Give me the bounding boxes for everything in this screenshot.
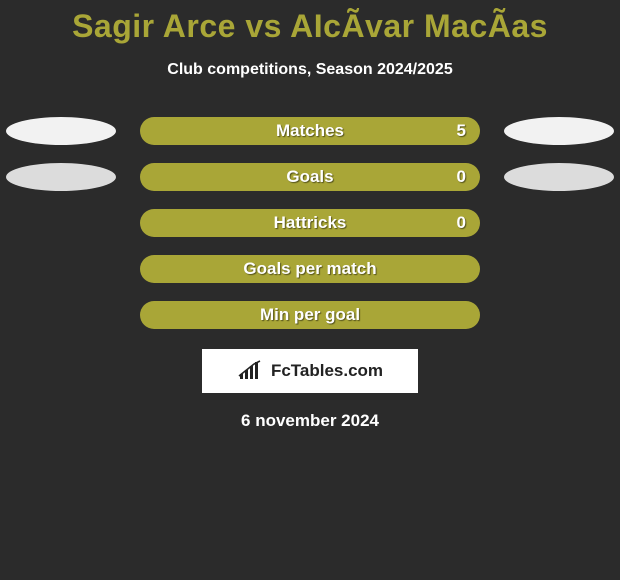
page-title: Sagir Arce vs AIcÃ­var MacÃ­as [72, 8, 548, 45]
brand-text: FcTables.com [271, 361, 383, 381]
right-value-ellipse [504, 163, 614, 191]
comparison-card: Sagir Arce vs AIcÃ­var MacÃ­as Club comp… [0, 0, 620, 580]
stat-label: Min per goal [260, 305, 360, 325]
stat-bar: Min per goal [140, 301, 480, 329]
stat-bar: Goals 0 [140, 163, 480, 191]
brand-badge: FcTables.com [202, 349, 418, 393]
stat-label: Goals per match [243, 259, 376, 279]
stats-rows: Matches 5 Goals 0 Hattricks 0 Goals per … [0, 117, 620, 329]
stat-value: 0 [457, 167, 466, 187]
page-subtitle: Club competitions, Season 2024/2025 [167, 61, 452, 79]
right-value-ellipse [504, 117, 614, 145]
stat-row: Min per goal [0, 301, 620, 329]
stat-row: Hattricks 0 [0, 209, 620, 237]
stat-label: Matches [276, 121, 344, 141]
stat-row: Matches 5 [0, 117, 620, 145]
stat-value: 5 [457, 121, 466, 141]
stat-bar: Matches 5 [140, 117, 480, 145]
stat-label: Goals [286, 167, 333, 187]
stat-row: Goals per match [0, 255, 620, 283]
left-value-ellipse [6, 163, 116, 191]
stat-bar: Hattricks 0 [140, 209, 480, 237]
stat-label: Hattricks [274, 213, 347, 233]
stat-bar: Goals per match [140, 255, 480, 283]
left-value-ellipse [6, 117, 116, 145]
chart-icon [237, 360, 265, 382]
stat-row: Goals 0 [0, 163, 620, 191]
date-label: 6 november 2024 [241, 411, 379, 431]
stat-value: 0 [457, 213, 466, 233]
